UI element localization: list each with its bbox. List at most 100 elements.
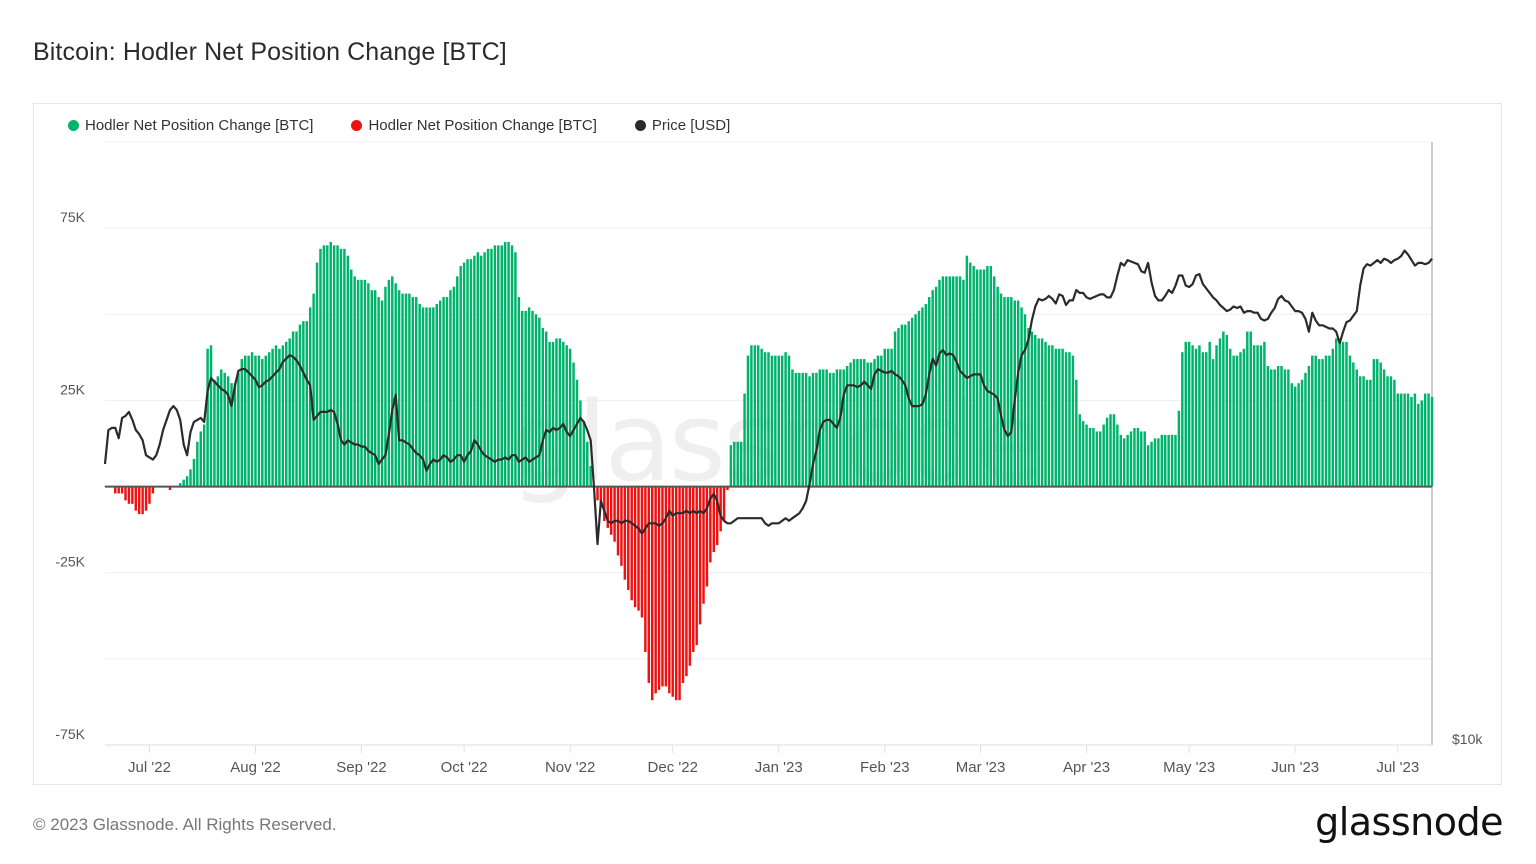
bar-negative (120, 486, 124, 494)
bar-positive (291, 331, 295, 487)
bar-positive (1088, 427, 1092, 487)
bar-positive (821, 369, 825, 487)
bar-positive (459, 266, 462, 487)
bar-positive (876, 355, 880, 487)
bar-positive (1122, 438, 1126, 487)
bar-positive (1194, 348, 1198, 487)
bar-positive (1133, 427, 1136, 487)
bar-positive (1338, 338, 1341, 487)
x-tick-label: Apr '23 (1063, 759, 1110, 776)
bar-positive (931, 290, 934, 487)
bar-positive (1290, 383, 1294, 487)
bar-positive (493, 245, 497, 487)
bar-positive (804, 372, 808, 487)
bar-positive (917, 310, 921, 487)
x-tick-label: Nov '22 (545, 759, 595, 776)
bar-positive (1208, 341, 1211, 487)
bar-negative (124, 486, 127, 501)
bar-positive (1372, 359, 1376, 487)
bar-positive (774, 355, 777, 487)
bar-positive (1129, 431, 1133, 487)
bar-positive (941, 276, 945, 487)
legend-item-negative[interactable]: Hodler Net Position Change [BTC] (351, 117, 597, 134)
bar-negative (654, 486, 657, 694)
bar-positive (380, 300, 384, 487)
bar-positive (825, 369, 828, 487)
bar-negative (685, 486, 688, 677)
x-tick-label: Sep '22 (336, 759, 386, 776)
bar-positive (1177, 410, 1181, 487)
bar-positive (907, 321, 910, 487)
bar-positive (1006, 297, 1010, 487)
bar-positive (893, 331, 897, 487)
y-tick-label: 75K (60, 209, 86, 225)
bar-positive (288, 338, 291, 487)
bar-positive (787, 355, 791, 487)
bar-positive (1314, 355, 1317, 487)
bar-positive (736, 441, 739, 487)
bar-positive (828, 372, 832, 487)
bar-positive (1109, 414, 1112, 487)
bar-positive (839, 369, 842, 487)
legend-dot-red-icon (351, 120, 363, 131)
bar-positive (1348, 355, 1352, 487)
bar-positive (582, 421, 586, 487)
bar-positive (999, 293, 1003, 487)
bar-positive (469, 259, 473, 487)
bar-negative (117, 486, 120, 494)
bar-positive (261, 359, 264, 487)
bar-positive (770, 355, 774, 487)
bar-positive (1184, 341, 1187, 487)
bar-positive (733, 441, 736, 487)
bar-positive (1187, 341, 1191, 487)
glassnode-logo[interactable]: glassnode (1315, 800, 1503, 844)
bar-positive (989, 266, 993, 487)
bar-positive (900, 324, 904, 487)
bar-positive (1252, 345, 1256, 487)
bar-positive (329, 241, 332, 487)
bar-positive (1423, 393, 1427, 487)
bar-positive (442, 297, 445, 487)
bar-positive (1225, 334, 1229, 487)
bar-negative (681, 486, 685, 683)
copyright-footer: © 2023 Glassnode. All Rights Reserved. (33, 815, 337, 834)
bar-positive (777, 355, 780, 487)
bar-positive (384, 286, 387, 487)
bar-negative (596, 486, 599, 501)
bar-positive (510, 245, 514, 487)
legend-item-price[interactable]: Price [USD] (634, 117, 730, 134)
bar-negative (692, 486, 695, 652)
bar-negative (630, 486, 633, 601)
bar-positive (910, 317, 914, 487)
bar-positive (1307, 365, 1311, 487)
bar-positive (1095, 431, 1099, 487)
bar-negative (637, 486, 640, 611)
bar-positive (250, 352, 254, 487)
bar-positive (452, 286, 456, 487)
bar-positive (794, 372, 798, 487)
bar-negative (606, 486, 609, 528)
bar-negative (144, 486, 148, 511)
bar-positive (1102, 424, 1105, 487)
bar-positive (1068, 352, 1071, 487)
bar-positive (852, 359, 856, 487)
legend-item-positive[interactable]: Hodler Net Position Change [BTC] (68, 117, 313, 134)
bar-positive (363, 279, 367, 487)
bar-positive (1157, 438, 1160, 487)
bar-positive (1324, 355, 1328, 487)
bar-positive (223, 372, 226, 487)
bar-positive (507, 241, 510, 487)
bar-positive (1198, 345, 1201, 487)
x-tick-label: Aug '22 (230, 759, 280, 776)
bar-negative (603, 486, 606, 522)
bar-positive (1389, 376, 1393, 487)
bar-negative (627, 486, 630, 590)
bar-positive (1242, 348, 1246, 487)
bar-positive (1358, 376, 1362, 487)
bar-negative (623, 486, 627, 580)
bar-positive (1273, 369, 1276, 487)
bar-positive (1396, 393, 1400, 487)
bar-positive (914, 314, 917, 487)
bar-positive (1355, 369, 1358, 487)
bar-positive (1092, 427, 1095, 487)
